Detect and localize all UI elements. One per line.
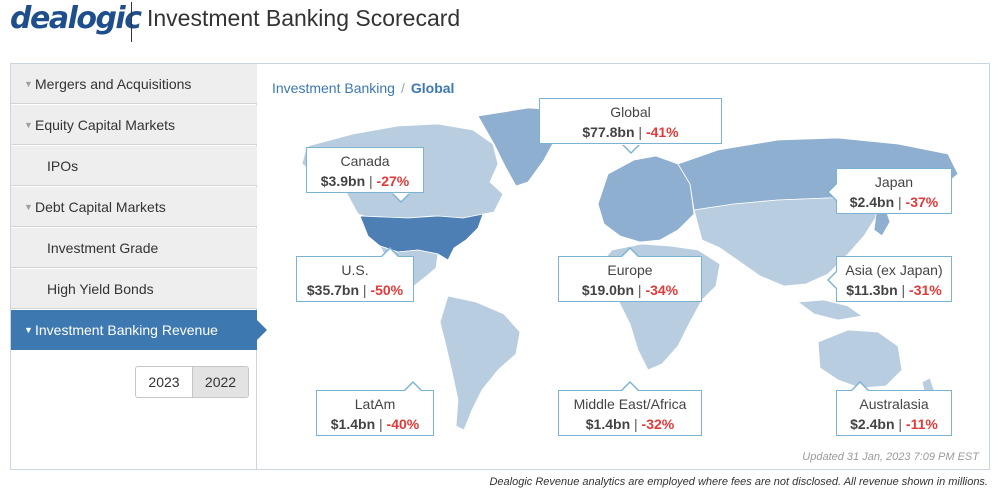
region-value: $1.4bn <box>585 416 631 432</box>
region-value: $77.8bn <box>582 124 635 140</box>
region-change: -37% <box>905 194 939 210</box>
callout-arrow <box>392 193 410 203</box>
world-map <box>301 107 959 431</box>
region-change: -11% <box>905 416 938 432</box>
callout-arrow <box>404 381 422 391</box>
sidebar-item-mergers-and-acquisitions[interactable]: ▼ Mergers and Acquisitions <box>11 64 257 104</box>
logo-divider <box>131 2 132 42</box>
region-value: $2.4bn <box>849 194 895 210</box>
region-name: U.S. <box>341 262 369 278</box>
sidebar-item-label: High Yield Bonds <box>47 281 154 297</box>
region-name: Global <box>610 104 651 120</box>
dealogic-logo[interactable]: dealogic <box>10 1 142 36</box>
page-title: Investment Banking Scorecard <box>147 5 461 31</box>
region-name: Canada <box>340 153 390 169</box>
sidebar-item-label: Debt Capital Markets <box>35 199 166 215</box>
sidebar-item-label: IPOs <box>47 158 79 174</box>
chevron-down-icon: ▼ <box>24 202 33 212</box>
sidebar-item-equity-capital-markets[interactable]: ▼ Equity Capital Markets <box>11 105 257 145</box>
chevron-down-icon: ▼ <box>24 79 33 89</box>
footnote: Dealogic Revenue analytics are employed … <box>489 476 988 488</box>
map-region-latam[interactable] <box>439 295 521 431</box>
region-card-europe[interactable]: Europe $19.0bn | -34% <box>558 247 702 302</box>
region-value: $2.4bn <box>850 416 895 432</box>
map-region-australasia[interactable] <box>817 329 903 389</box>
region-value: $35.7bn <box>306 282 360 298</box>
region-card-asia[interactable]: Asia (ex Japan) $11.3bn | -31% <box>827 256 952 302</box>
sidebar-item-investment-banking-revenue[interactable]: ▼ Investment Banking Revenue <box>11 310 267 350</box>
sidebar-item-ipos[interactable]: IPOs <box>11 146 257 186</box>
region-card-japan[interactable]: Japan $2.4bn | -37% <box>827 168 952 214</box>
map-region-sea-islands <box>796 299 864 321</box>
region-value: $1.4bn <box>330 416 376 432</box>
callout-arrow <box>851 381 869 391</box>
callout-arrow <box>621 247 639 257</box>
breadcrumb-current: Global <box>410 80 455 96</box>
region-change: -27% <box>376 173 410 189</box>
year-button-2023[interactable]: 2023 <box>136 367 192 397</box>
region-value: $11.3bn <box>846 282 898 298</box>
region-change: -34% <box>645 282 679 298</box>
region-value: $19.0bn <box>581 282 635 298</box>
region-change: -32% <box>641 416 675 432</box>
callout-arrow <box>827 271 837 289</box>
scorecard-frame: ▼ Mergers and Acquisitions ▼ Equity Capi… <box>10 63 990 470</box>
map-panel: Investment Banking / Global Global $77.8bn… <box>258 64 989 469</box>
region-name: LatAm <box>354 396 396 412</box>
sidebar-item-label: Investment Banking Revenue <box>35 322 218 338</box>
header: dealogic Investment Banking Scorecard <box>0 0 1000 44</box>
region-change: -31% <box>909 282 942 298</box>
breadcrumb-parent[interactable]: Investment Banking <box>272 80 395 96</box>
region-name: Middle East/Africa <box>573 396 687 412</box>
callout-arrow <box>381 247 399 257</box>
region-card-canada[interactable]: Canada $3.9bn | -27% <box>306 147 424 203</box>
sidebar-item-debt-capital-markets[interactable]: ▼ Debt Capital Markets <box>11 187 257 227</box>
region-name: Japan <box>874 174 914 190</box>
sidebar-item-high-yield-bonds[interactable]: High Yield Bonds <box>11 269 257 309</box>
year-selector: 2023 2022 <box>135 366 249 398</box>
sidebar: ▼ Mergers and Acquisitions ▼ Equity Capi… <box>11 64 267 469</box>
callout-arrow <box>622 144 640 154</box>
region-card-australasia[interactable]: Australasia $2.4bn | -11% <box>836 381 952 436</box>
region-card-latam[interactable]: LatAm $1.4bn | -40% <box>316 381 434 436</box>
region-change: -50% <box>370 282 404 298</box>
sidebar-item-label: Investment Grade <box>47 240 159 256</box>
region-name: Europe <box>607 262 653 278</box>
region-value: $3.9bn <box>320 173 366 189</box>
breadcrumb: Investment Banking / Global <box>272 80 454 96</box>
region-change: -40% <box>386 416 420 432</box>
sidebar-item-label: Equity Capital Markets <box>35 117 176 133</box>
chevron-down-icon: ▼ <box>24 120 33 130</box>
region-change: -41% <box>645 124 679 140</box>
map-region-europe[interactable] <box>597 155 695 243</box>
chevron-down-icon: ▼ <box>24 325 33 335</box>
region-name: Asia (ex Japan) <box>845 262 943 278</box>
sidebar-item-label: Mergers and Acquisitions <box>35 76 192 92</box>
callout-arrow <box>621 381 639 391</box>
sidebar-item-investment-grade[interactable]: Investment Grade <box>11 228 257 268</box>
region-card-us[interactable]: U.S. $35.7bn | -50% <box>296 247 414 302</box>
updated-timestamp: Updated 31 Jan, 2023 7:09 PM EST <box>802 451 979 463</box>
region-name: Australasia <box>859 396 929 412</box>
region-card-global[interactable]: Global $77.8bn | -41% <box>539 98 722 154</box>
callout-arrow <box>827 183 837 201</box>
region-card-middle-east-africa[interactable]: Middle East/Africa $1.4bn | -32% <box>558 381 702 436</box>
breadcrumb-separator: / <box>400 80 405 96</box>
year-button-2022[interactable]: 2022 <box>192 367 248 397</box>
